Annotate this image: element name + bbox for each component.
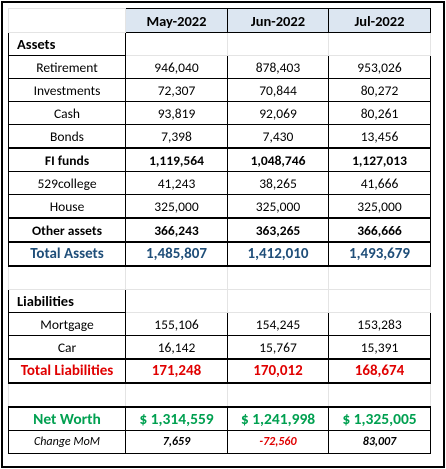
empty-cell <box>328 32 431 56</box>
column-header: Jun-2022 <box>227 8 329 33</box>
value-cell: 80,272 <box>328 78 431 102</box>
table-row: Retirement 946,040 878,403 953,026 <box>8 55 431 79</box>
value-cell: 1,048,746 <box>227 147 329 172</box>
empty-cell <box>227 265 329 290</box>
row-label: Car <box>8 335 126 360</box>
empty-cell <box>227 32 329 56</box>
value-cell: 83,007 <box>328 430 431 454</box>
row-label: Investments <box>8 78 126 102</box>
value-cell: 946,040 <box>125 55 228 79</box>
section-title: Liabilities <box>8 289 126 313</box>
row-label: Total Assets <box>8 241 126 267</box>
table-row: Car 16,142 15,767 15,391 <box>8 335 431 360</box>
empty-cell <box>125 32 228 56</box>
value-cell: 171,248 <box>125 358 228 384</box>
value-cell: 325,000 <box>328 194 431 219</box>
table-row: Total Liabilities 171,248 170,012 168,674 <box>8 358 431 384</box>
value-cell: $ 1,325,005 <box>328 406 431 431</box>
value-cell: -72,560 <box>227 430 329 454</box>
row-label: 529college <box>8 171 126 195</box>
table-row: Assets <box>8 32 431 56</box>
table-body: May-2022 Jun-2022 Jul-2022 Assets Retirement… <box>8 8 431 454</box>
value-cell: 15,391 <box>328 335 431 360</box>
row-label: Mortgage <box>8 312 126 336</box>
empty-cell <box>328 382 431 408</box>
value-cell: 154,245 <box>227 312 329 336</box>
table-row: May-2022 Jun-2022 Jul-2022 <box>8 8 431 33</box>
value-cell: 41,666 <box>328 171 431 195</box>
row-label: Other assets <box>8 217 126 243</box>
value-cell: 16,142 <box>125 335 228 360</box>
table-row <box>8 382 431 408</box>
value-cell: 325,000 <box>125 194 228 219</box>
row-label: FI funds <box>8 147 126 172</box>
row-label: Total Liabilities <box>8 358 126 384</box>
table-row: Change MoM 7,659 -72,560 83,007 <box>8 430 431 454</box>
value-cell: 1,119,564 <box>125 147 228 172</box>
column-header: Jul-2022 <box>328 8 431 33</box>
value-cell: $ 1,314,559 <box>125 406 228 431</box>
table-row: Bonds 7,398 7,430 13,456 <box>8 124 431 149</box>
table-row: Liabilities <box>8 289 431 313</box>
value-cell: 72,307 <box>125 78 228 102</box>
value-cell: 13,456 <box>328 124 431 149</box>
value-cell: 155,106 <box>125 312 228 336</box>
empty-cell <box>227 289 329 313</box>
value-cell: 70,844 <box>227 78 329 102</box>
value-cell: 7,659 <box>125 430 228 454</box>
empty-cell <box>8 265 126 290</box>
value-cell: 7,430 <box>227 124 329 149</box>
empty-cell <box>125 382 228 408</box>
value-cell: 363,265 <box>227 217 329 243</box>
table-row: Investments 72,307 70,844 80,272 <box>8 78 431 102</box>
table-row <box>8 265 431 290</box>
value-cell: 93,819 <box>125 101 228 125</box>
value-cell: 1,412,010 <box>227 241 329 267</box>
column-header: May-2022 <box>125 8 228 33</box>
table-row: Net Worth $ 1,314,559 $ 1,241,998 $ 1,325,0… <box>8 406 431 431</box>
value-cell: 878,403 <box>227 55 329 79</box>
value-cell: 1,493,679 <box>328 241 431 267</box>
table-row: Total Assets 1,485,807 1,412,010 1,493,679 <box>8 241 431 267</box>
empty-cell <box>8 382 126 408</box>
row-label: Net Worth <box>8 406 126 431</box>
value-cell: 153,283 <box>328 312 431 336</box>
row-label: Bonds <box>8 124 126 149</box>
value-cell: $ 1,241,998 <box>227 406 329 431</box>
row-label: Cash <box>8 101 126 125</box>
value-cell: 170,012 <box>227 358 329 384</box>
table-row: Mortgage 155,106 154,245 153,283 <box>8 312 431 336</box>
row-label: Change MoM <box>8 430 126 454</box>
empty-cell <box>8 8 126 33</box>
value-cell: 366,243 <box>125 217 228 243</box>
empty-cell <box>227 382 329 408</box>
row-label: House <box>8 194 126 219</box>
section-title: Assets <box>8 32 126 56</box>
empty-cell <box>328 289 431 313</box>
value-cell: 366,666 <box>328 217 431 243</box>
empty-cell <box>125 289 228 313</box>
value-cell: 92,069 <box>227 101 329 125</box>
empty-cell <box>328 265 431 290</box>
row-label: Retirement <box>8 55 126 79</box>
value-cell: 38,265 <box>227 171 329 195</box>
value-cell: 7,398 <box>125 124 228 149</box>
table-row: Cash 93,819 92,069 80,261 <box>8 101 431 125</box>
table-row: Other assets 366,243 363,265 366,666 <box>8 217 431 243</box>
empty-cell <box>125 265 228 290</box>
value-cell: 325,000 <box>227 194 329 219</box>
table-row: House 325,000 325,000 325,000 <box>8 194 431 219</box>
value-cell: 80,261 <box>328 101 431 125</box>
balance-table: May-2022 Jun-2022 Jul-2022 Assets Retirement… <box>8 8 431 454</box>
table-row: FI funds 1,119,564 1,048,746 1,127,013 <box>8 147 431 172</box>
value-cell: 1,485,807 <box>125 241 228 267</box>
value-cell: 953,026 <box>328 55 431 79</box>
value-cell: 1,127,013 <box>328 147 431 172</box>
value-cell: 15,767 <box>227 335 329 360</box>
value-cell: 41,243 <box>125 171 228 195</box>
table-row: 529college 41,243 38,265 41,666 <box>8 171 431 195</box>
value-cell: 168,674 <box>328 358 431 384</box>
